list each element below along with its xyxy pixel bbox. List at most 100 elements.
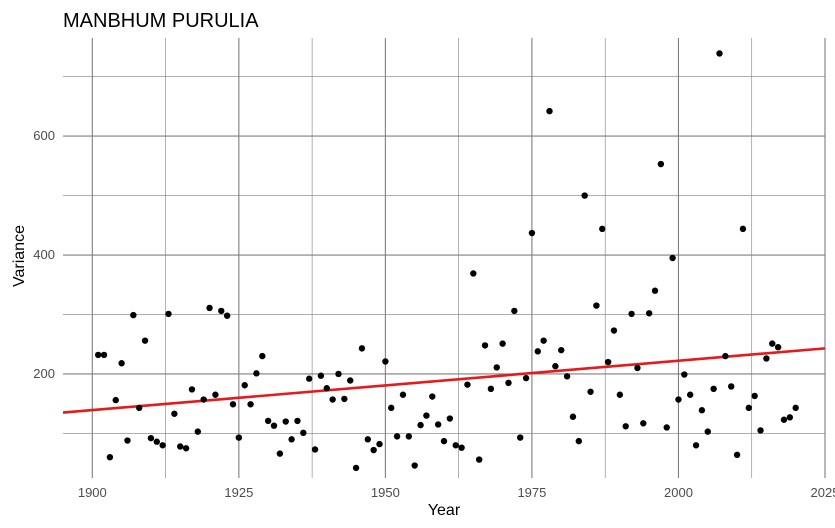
data-point (505, 379, 512, 387)
x-axis-label: Year (428, 502, 461, 519)
data-point (194, 428, 202, 435)
data-point (739, 225, 747, 233)
data-point (710, 385, 717, 393)
x-tick-label: 2025 (811, 485, 835, 500)
chart-title: MANBHUM PURULIA (63, 10, 259, 32)
data-point (780, 416, 788, 423)
data-point (774, 343, 782, 351)
data-point (616, 391, 624, 398)
data-point (264, 417, 272, 425)
data-point (305, 375, 313, 382)
data-point (106, 453, 114, 461)
data-point (159, 442, 166, 449)
data-point (317, 372, 325, 379)
data-point (247, 401, 254, 408)
data-point (276, 450, 284, 457)
data-point (434, 421, 442, 428)
data-point (212, 391, 219, 398)
data-point (534, 348, 541, 355)
data-point (352, 464, 360, 472)
data-point (253, 370, 260, 377)
data-point (487, 385, 495, 393)
data-point (229, 401, 237, 408)
x-tick-label: 1975 (517, 485, 546, 500)
data-point (558, 346, 565, 354)
data-point (124, 437, 131, 444)
data-point (259, 352, 266, 360)
data-point (182, 445, 190, 452)
data-point (370, 446, 377, 454)
data-point (452, 442, 459, 449)
data-point (786, 414, 794, 421)
data-point (376, 440, 383, 448)
data-point (493, 364, 500, 371)
data-point (206, 304, 213, 312)
data-point (651, 287, 659, 294)
data-point (218, 307, 225, 315)
data-point (716, 50, 723, 57)
data-point (165, 310, 172, 318)
data-point (153, 438, 160, 445)
x-tick-label: 1925 (224, 485, 253, 500)
x-tick-label: 1900 (78, 485, 107, 500)
data-point (311, 446, 319, 453)
data-point (358, 345, 366, 352)
data-point (733, 451, 741, 459)
data-point (634, 364, 641, 372)
x-tick-label: 2000 (664, 485, 693, 500)
data-point (417, 421, 424, 429)
data-point (294, 417, 301, 425)
data-point (757, 427, 764, 434)
data-point (645, 310, 653, 317)
y-tick-label: 600 (33, 128, 55, 143)
data-point (382, 358, 389, 365)
data-point (511, 307, 518, 315)
data-point (100, 351, 108, 359)
data-point (587, 388, 594, 395)
data-point (681, 371, 688, 378)
data-point (130, 311, 137, 319)
data-point (188, 386, 196, 393)
data-point (341, 395, 348, 403)
data-point (610, 327, 618, 334)
data-point (528, 229, 536, 237)
data-point (270, 422, 278, 429)
data-point (657, 160, 665, 168)
data-point (540, 337, 547, 344)
data-point (423, 412, 430, 419)
data-point (464, 381, 471, 388)
data-point (663, 424, 670, 431)
data-point (405, 433, 413, 440)
data-point (552, 363, 559, 370)
data-point (628, 310, 635, 318)
data-point (763, 355, 770, 362)
data-point (200, 396, 207, 403)
y-axis-ticks: 200 400 600 (33, 128, 55, 381)
data-point (335, 370, 342, 378)
data-point (171, 410, 178, 417)
data-point (581, 192, 588, 199)
data-point (593, 302, 600, 309)
data-point (669, 254, 676, 262)
data-point (94, 351, 102, 359)
data-point (692, 442, 700, 449)
data-point (235, 434, 243, 441)
data-point (728, 383, 735, 390)
data-point (446, 415, 454, 422)
data-point (792, 404, 799, 412)
data-point (640, 420, 647, 427)
data-point (563, 373, 571, 380)
data-point (522, 374, 530, 382)
data-point (393, 433, 401, 440)
trend-line-group (62, 347, 826, 414)
data-point (411, 462, 418, 469)
data-point (481, 342, 489, 349)
data-point (429, 393, 436, 400)
data-point (399, 391, 407, 398)
data-point (223, 312, 231, 319)
data-point (288, 436, 295, 443)
data-point (136, 404, 143, 412)
data-point (546, 107, 553, 115)
data-point (499, 340, 506, 347)
